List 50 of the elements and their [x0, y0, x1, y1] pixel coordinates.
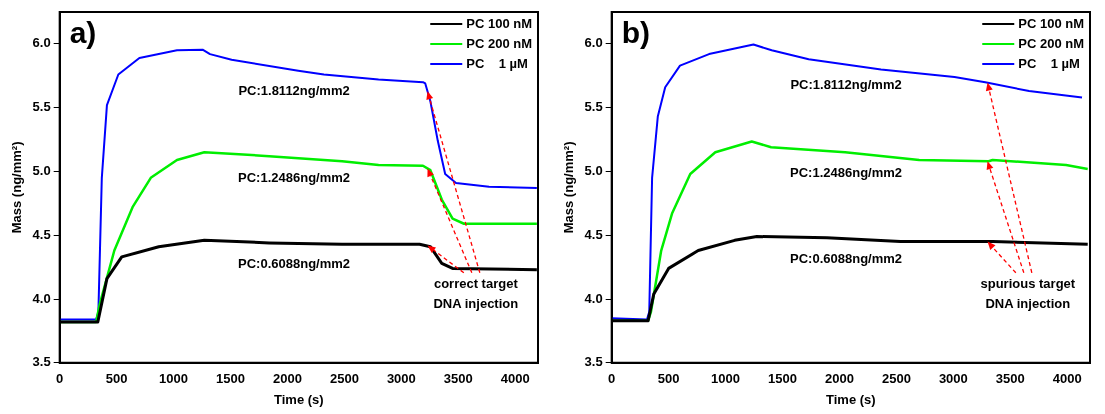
- x-tick-label: 500: [657, 371, 680, 387]
- legend-label: PC 1 µM: [1018, 55, 1080, 71]
- y-tick-label: 4.0: [32, 290, 51, 306]
- y-tick-label: 4.5: [32, 226, 51, 242]
- x-tick-label: 3000: [938, 371, 968, 387]
- chart-title: b): [621, 16, 650, 50]
- x-tick-label: 2500: [881, 371, 911, 387]
- x-axis-title: Time (s): [274, 391, 324, 407]
- x-tick-label: 0: [56, 371, 64, 387]
- y-tick-label: 3.5: [584, 354, 603, 370]
- annotation: PC:0.6088ng/mm2: [790, 251, 903, 267]
- y-tick-label: 5.5: [32, 99, 51, 115]
- x-tick-label: 1500: [768, 371, 797, 387]
- legend-label: PC 100 nM: [1018, 15, 1085, 31]
- x-tick-label: 2500: [329, 371, 359, 387]
- y-axis-title: Mass (ng/mm²): [9, 141, 25, 234]
- legend-label: PC 100 nM: [466, 15, 533, 31]
- annotation: correct target DNA injection: [433, 276, 519, 312]
- chart-title: a): [69, 16, 97, 50]
- y-tick-label: 4.5: [584, 226, 603, 242]
- legend-label: PC 200 nM: [1018, 35, 1085, 51]
- x-tick-label: 3500: [443, 371, 473, 387]
- annotation: PC:1.8112ng/mm2: [238, 82, 350, 98]
- legend-label: PC 1 µM: [466, 55, 528, 71]
- annotation: PC:0.6088ng/mm2: [238, 255, 351, 271]
- y-tick-label: 5.5: [584, 99, 603, 115]
- y-tick-label: 6.0: [584, 35, 603, 51]
- x-tick-label: 4000: [1052, 371, 1082, 387]
- y-tick-label: 5.0: [32, 163, 51, 179]
- x-tick-label: 1500: [216, 371, 245, 387]
- x-tick-label: 3000: [386, 371, 416, 387]
- x-tick-label: 500: [105, 371, 128, 387]
- x-tick-label: 3500: [995, 371, 1025, 387]
- annotation: spurious target DNA injection: [980, 276, 1076, 312]
- x-tick-label: 1000: [159, 371, 189, 387]
- x-tick-label: 2000: [824, 371, 854, 387]
- annotation: PC:1.2486ng/mm2: [238, 170, 351, 186]
- legend-label: PC 200 nM: [466, 35, 533, 51]
- y-tick-label: 6.0: [32, 35, 51, 51]
- x-tick-label: 1000: [711, 371, 741, 387]
- annotation: PC:1.2486ng/mm2: [790, 164, 903, 180]
- y-axis-title: Mass (ng/mm²): [561, 141, 577, 234]
- x-axis-title: Time (s): [826, 391, 876, 407]
- x-tick-label: 2000: [272, 371, 302, 387]
- x-tick-label: 4000: [500, 371, 530, 387]
- x-tick-label: 0: [608, 371, 616, 387]
- y-tick-label: 3.5: [32, 354, 51, 370]
- y-tick-label: 4.0: [584, 290, 603, 306]
- y-tick-label: 5.0: [584, 163, 603, 179]
- annotation: PC:1.8112ng/mm2: [790, 77, 902, 93]
